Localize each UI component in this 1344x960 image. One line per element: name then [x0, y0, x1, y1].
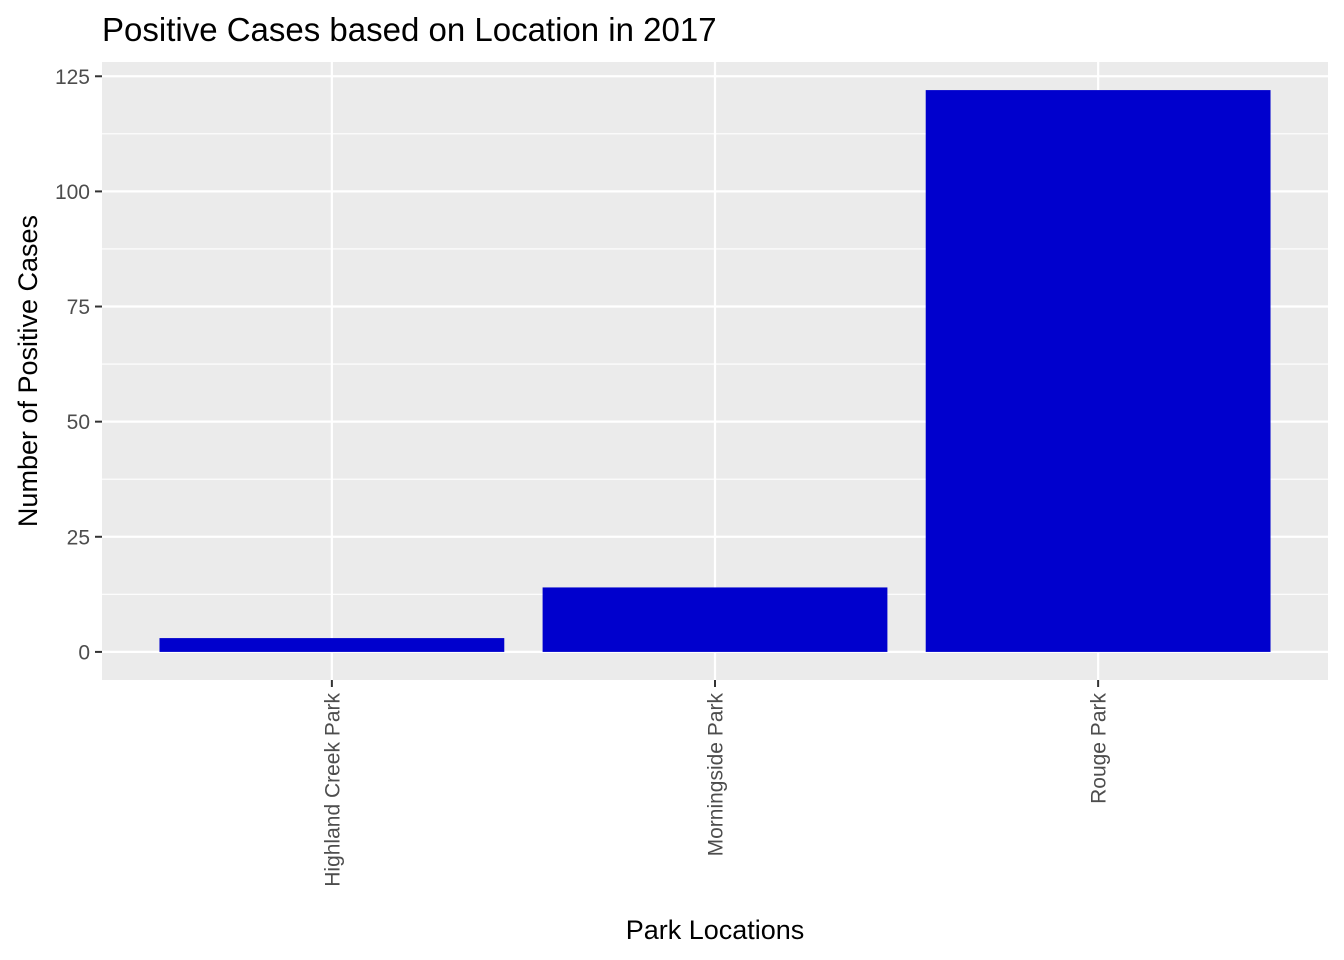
- chart-title: Positive Cases based on Location in 2017: [102, 11, 717, 48]
- x-axis: Highland Creek Park Morningside Park Rouge…: [321, 680, 1111, 887]
- bar-highland-creek-park: [159, 638, 505, 652]
- y-axis-label: Number of Positive Cases: [13, 215, 43, 527]
- bars: [159, 90, 1271, 652]
- y-tick-label: 50: [67, 411, 90, 434]
- x-tick-label: Rouge Park: [1088, 693, 1111, 804]
- y-tick-label: 75: [67, 296, 90, 319]
- x-tick-label: Highland Creek Park: [321, 693, 344, 887]
- y-tick-label: 125: [55, 66, 90, 89]
- bar-rouge-park: [925, 90, 1271, 652]
- y-tick-label: 0: [78, 641, 90, 664]
- y-tick-label: 100: [55, 181, 90, 204]
- y-axis: 0 25 50 75 100 125: [55, 66, 102, 664]
- x-axis-label: Park Locations: [626, 915, 805, 945]
- bar-morningside-park: [542, 587, 888, 652]
- y-tick-label: 25: [67, 526, 90, 549]
- x-tick-label: Morningside Park: [705, 693, 728, 857]
